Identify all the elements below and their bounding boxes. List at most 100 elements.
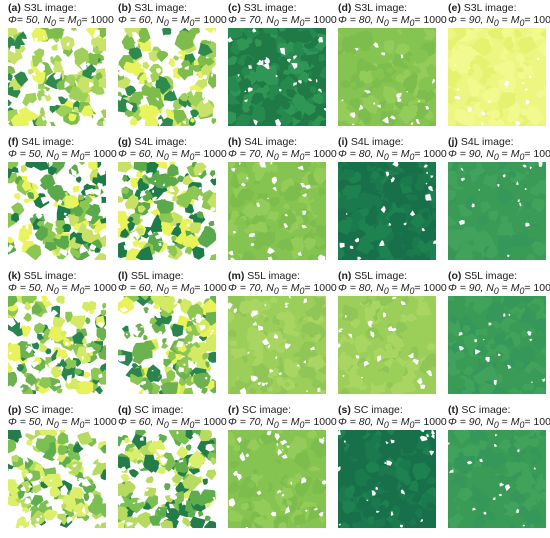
pore	[457, 88, 460, 92]
pore	[430, 175, 434, 178]
panel-caption: (i) S4L image: Φ = 80, N0 = M0= 1000	[338, 136, 447, 163]
grain	[277, 521, 287, 528]
microstructure-image	[228, 28, 326, 126]
grain	[101, 302, 106, 310]
pore	[346, 212, 348, 215]
pore	[458, 346, 464, 351]
pore	[195, 300, 197, 302]
grain	[394, 326, 403, 335]
grain	[528, 303, 541, 314]
panel-eq2: = 1000	[304, 416, 337, 428]
pore	[97, 167, 106, 176]
pore	[488, 322, 492, 326]
grain	[149, 87, 162, 102]
grain	[8, 28, 18, 38]
pore	[284, 302, 289, 306]
panel-eq1: =	[388, 282, 401, 294]
grain	[533, 386, 546, 394]
pore	[134, 41, 139, 48]
grain	[365, 459, 380, 473]
pore	[191, 317, 195, 321]
pore	[212, 481, 216, 487]
pore	[88, 226, 91, 229]
grain	[127, 216, 134, 223]
grain	[478, 475, 492, 491]
grain	[510, 183, 522, 194]
grain	[540, 366, 546, 375]
grain	[530, 198, 546, 213]
panel-m: M	[290, 14, 300, 26]
grain	[32, 69, 46, 85]
panel-id: (m)	[228, 270, 245, 282]
grain	[192, 246, 205, 260]
pore	[483, 511, 487, 515]
pore	[126, 430, 133, 437]
panel-caption: (l) S5L image: Φ = 60, N0 = M0= 1000	[118, 270, 227, 297]
grain	[228, 509, 243, 525]
grain	[57, 513, 68, 526]
grain	[462, 333, 478, 352]
pore	[270, 162, 273, 165]
grain	[309, 517, 322, 528]
panel-eq2: = 1000	[84, 148, 117, 160]
grain	[285, 468, 292, 476]
grain	[25, 373, 38, 385]
pore	[250, 375, 259, 382]
pore	[493, 497, 496, 500]
pore	[9, 359, 19, 369]
pore	[541, 378, 546, 382]
grain	[230, 348, 241, 357]
grain	[387, 296, 395, 304]
grain	[388, 360, 406, 380]
grain	[54, 233, 62, 240]
grain	[31, 302, 43, 315]
grain	[401, 440, 418, 455]
pore	[466, 461, 473, 465]
microstructure-image	[118, 430, 216, 528]
grain	[487, 28, 498, 40]
pore	[277, 448, 283, 456]
grain	[236, 171, 250, 185]
grain	[464, 196, 477, 212]
panel-m-sub: 0	[409, 420, 415, 431]
pore	[275, 356, 278, 360]
grain	[394, 43, 410, 56]
pore	[344, 315, 347, 319]
pore	[247, 87, 253, 93]
grain	[96, 327, 106, 341]
grain	[8, 236, 15, 244]
grain	[188, 214, 195, 220]
grain	[81, 227, 96, 244]
grain	[204, 57, 215, 66]
pore	[119, 307, 128, 313]
pore	[288, 296, 291, 299]
pore	[82, 115, 89, 121]
grain	[338, 347, 343, 355]
grain	[236, 37, 250, 51]
grain	[228, 221, 239, 237]
grain	[367, 162, 377, 167]
pore	[423, 164, 428, 168]
pore	[388, 222, 392, 226]
grain	[255, 198, 270, 217]
grain	[72, 185, 80, 193]
grain	[318, 467, 326, 478]
grain	[241, 364, 254, 379]
pore	[157, 330, 163, 338]
pore	[42, 35, 45, 39]
pore	[88, 464, 97, 471]
pore	[418, 100, 420, 102]
pore	[44, 89, 51, 96]
grain	[254, 221, 268, 233]
pore	[93, 473, 102, 481]
grain	[240, 518, 253, 528]
pore	[390, 439, 395, 444]
panel-id: (b)	[118, 2, 132, 14]
grain	[498, 188, 515, 205]
panel-phi: Φ = 70,	[228, 282, 264, 294]
panel-n-sub: 0	[493, 18, 499, 29]
grain	[20, 384, 29, 393]
pore	[128, 441, 132, 445]
grain	[405, 56, 411, 62]
panel-n: N	[266, 282, 274, 294]
